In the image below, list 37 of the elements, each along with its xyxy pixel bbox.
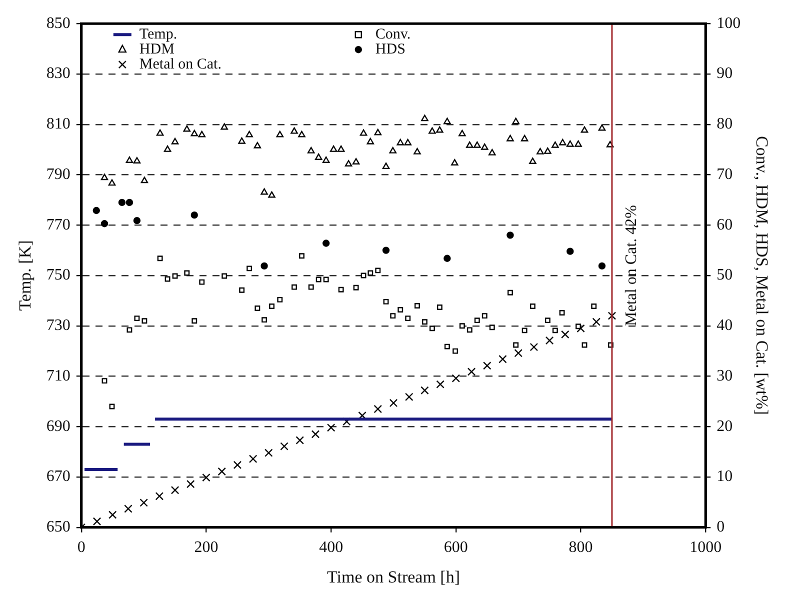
- x-tick-label: 400: [319, 539, 344, 556]
- y-tick-label: 790: [46, 166, 70, 183]
- x-tick-label: 200: [194, 539, 218, 556]
- y2-tick-label: 90: [716, 65, 733, 82]
- ref-line-label: Metal on Cat. 42%: [623, 205, 640, 326]
- y2-tick-label: 20: [716, 418, 733, 435]
- legend-label: Conv.: [375, 26, 411, 43]
- y-tick-label: 770: [46, 216, 70, 234]
- y2-tick-label: 80: [716, 116, 733, 133]
- x-tick-label: 0: [77, 539, 86, 556]
- y2-tick-label: 70: [716, 166, 733, 183]
- y2-tick-label: 10: [716, 468, 733, 486]
- y2-tick-label: 40: [716, 317, 733, 334]
- y-tick-label: 690: [46, 418, 70, 435]
- y-tick-label: 710: [46, 367, 70, 384]
- y-tick-label: 810: [46, 116, 70, 133]
- legend-label: HDM: [139, 42, 174, 58]
- y-tick-label: 850: [46, 14, 70, 32]
- legend-label: HDS: [375, 42, 406, 58]
- y2-tick-label: 100: [716, 14, 741, 32]
- y2-tick-label: 0: [716, 518, 725, 536]
- legend-label: Metal on Cat.: [139, 56, 222, 73]
- x-tick-label: 800: [568, 539, 593, 556]
- y2-tick-label: 60: [716, 216, 733, 234]
- y2-tick-label: 50: [716, 266, 733, 284]
- x-tick-label: 600: [444, 539, 468, 556]
- y2-axis-title: Conv., HDM, HDS, Metal on Cat. [wt%]: [752, 136, 772, 415]
- y-tick-label: 750: [46, 266, 70, 284]
- y-tick-label: 830: [46, 65, 70, 82]
- x-axis-title: Time on Stream [h]: [326, 567, 460, 586]
- y-tick-label: 670: [46, 468, 70, 486]
- y2-tick-label: 30: [716, 367, 733, 384]
- x-tick-label: 1000: [690, 539, 722, 556]
- legend-label: Temp.: [139, 26, 178, 43]
- y-tick-label: 650: [46, 518, 70, 536]
- y-tick-label: 730: [46, 317, 70, 334]
- y-axis-title: Temp. [K]: [16, 240, 35, 311]
